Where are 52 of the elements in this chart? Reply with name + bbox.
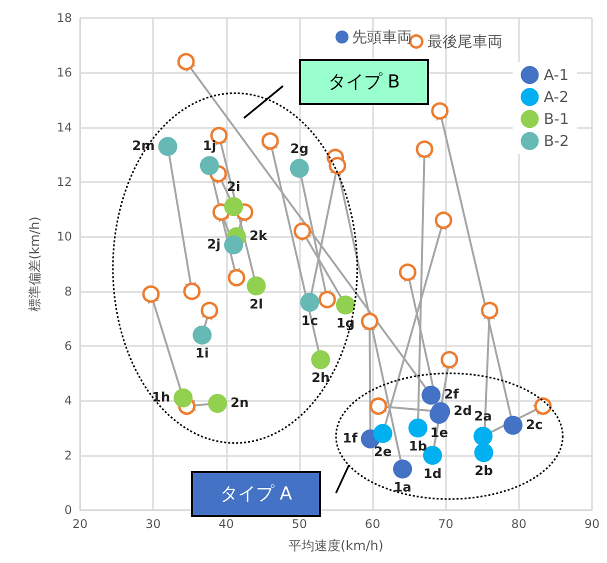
annotation: 1e [430, 426, 448, 441]
legend-label: A-2 [544, 88, 569, 106]
annotation: 1g [336, 316, 355, 332]
x-tick-label: 60 [364, 517, 380, 531]
x-tick-label: 20 [72, 517, 88, 531]
annotation: 2e [374, 444, 392, 460]
annotation: 2k [250, 229, 268, 244]
y-tick-label: 14 [56, 120, 72, 134]
legend-label: A-1 [544, 66, 569, 84]
y-tick-label: 2 [64, 448, 72, 462]
x-tick-label: 30 [146, 517, 161, 531]
annotation: 2g [290, 142, 309, 157]
y-tick-label: 4 [64, 394, 72, 408]
annotation: 2j [207, 237, 221, 252]
annotation: 1b [408, 440, 428, 454]
x-tick-label: 90 [584, 517, 600, 531]
annotation: 2i [226, 180, 240, 196]
annotation: 1h [152, 390, 170, 406]
legend-label: B-2 [544, 132, 570, 150]
annotation: 1i [195, 346, 209, 362]
annotation: 2h [311, 371, 330, 386]
x-tick-label: 50 [292, 517, 308, 531]
x-tick-label: 40 [218, 517, 234, 531]
y-tick-label: 10 [56, 230, 72, 244]
annotation: タイプ B [328, 72, 400, 92]
annotation: 1f [342, 431, 358, 446]
y-axis-title: 標準偏差(km/h) [28, 216, 43, 312]
legend-label: B-1 [544, 110, 570, 128]
annotation: 2l [250, 297, 264, 312]
y-tick-label: 0 [64, 503, 72, 517]
annotation: 2m [132, 138, 155, 154]
annotation: 1a [394, 480, 412, 496]
x-tick-label: 70 [438, 517, 454, 531]
x-tick-label: 80 [511, 517, 526, 531]
annotation: 1c [301, 314, 318, 329]
y-tick-label: 12 [56, 175, 72, 189]
y-tick-label: 8 [64, 284, 72, 298]
annotation: 2f [444, 388, 460, 403]
annotation: 2b [474, 464, 493, 480]
annotation: 2n [230, 396, 249, 411]
y-tick-label: 6 [64, 339, 72, 353]
y-tick-label: 18 [56, 11, 72, 25]
legend-label: 最後尾車両 [427, 32, 502, 50]
annotation: 2a [474, 410, 492, 425]
annotation: 先頭車両 [352, 28, 412, 46]
annotation: 2c [526, 418, 543, 433]
annotation: タイプ A [220, 484, 293, 504]
annotation: 1d [423, 466, 442, 482]
x-axis-title: 平均速度(km/h) [288, 538, 384, 554]
annotation: 1j [202, 139, 216, 154]
annotation: 2d [454, 404, 472, 420]
y-tick-label: 16 [56, 66, 72, 80]
